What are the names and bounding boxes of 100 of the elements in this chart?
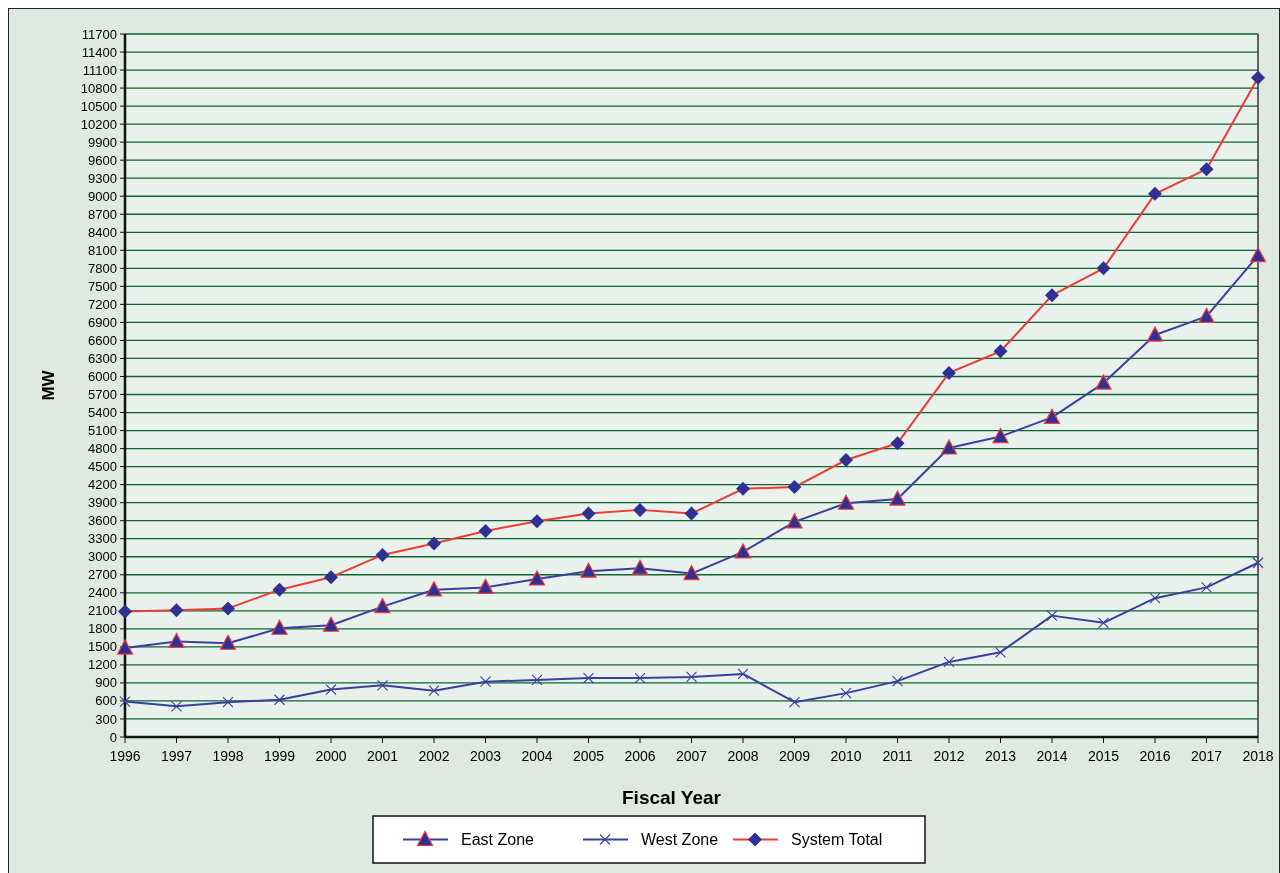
point: [528, 570, 546, 586]
y-tick-label: 8400: [88, 224, 117, 240]
point: [1043, 408, 1061, 424]
point: [992, 427, 1009, 444]
point: [273, 694, 286, 706]
y-tick-label: 10500: [80, 98, 117, 114]
x-tick-label: 2006: [624, 748, 656, 764]
y-tick-label: 7800: [88, 260, 117, 276]
x-tick-label: 2003: [469, 748, 502, 764]
point: [425, 581, 443, 597]
x-tick-label: 2007: [675, 748, 708, 764]
y-tick-label: 6600: [88, 332, 117, 348]
y-tick-label: 6000: [88, 369, 117, 385]
y-tick-label: 8100: [88, 242, 117, 258]
point: [737, 668, 749, 680]
point: [271, 619, 288, 635]
legend-label: System Total: [791, 831, 883, 849]
x-tick-label: 2011: [882, 748, 913, 764]
x-tick-label: 1997: [160, 748, 193, 764]
point: [1252, 557, 1264, 569]
point: [943, 656, 955, 668]
y-tick-label: 2400: [88, 585, 117, 601]
y-tick-label: 3000: [88, 549, 117, 565]
point: [994, 646, 1007, 658]
y-tick-label: 0: [109, 729, 117, 745]
y-tick-label: 11100: [82, 62, 117, 78]
y-tick-label: 4800: [88, 441, 117, 457]
x-axis-title: Fiscal Year: [622, 787, 722, 808]
point: [788, 696, 801, 708]
y-tick-label: 10800: [80, 80, 117, 96]
x-tick-label: 1999: [263, 748, 296, 764]
point: [219, 634, 237, 650]
point: [168, 632, 185, 649]
x-tick-label: 2013: [984, 748, 1017, 764]
x-tick-label: 2017: [1190, 748, 1223, 764]
y-tick-label: 300: [95, 711, 117, 727]
y-tick-label: 3900: [88, 495, 117, 511]
y-tick-label: 1500: [88, 639, 117, 655]
y-tick-label: 6900: [88, 314, 117, 330]
y-tick-label: 7500: [88, 278, 117, 294]
point: [837, 494, 855, 510]
y-tick-label: 5400: [88, 405, 117, 421]
y-tick-label: 6300: [88, 351, 117, 367]
x-tick-label: 1998: [212, 748, 244, 764]
y-tick-label: 9600: [88, 152, 117, 168]
y-tick-label: 5100: [88, 423, 117, 439]
point: [1046, 610, 1058, 622]
point: [634, 672, 646, 684]
point: [376, 679, 389, 691]
y-tick-label: 2700: [88, 567, 117, 583]
point: [685, 671, 698, 683]
y-tick-label: 600: [95, 693, 117, 709]
y-tick-label: 2100: [88, 603, 117, 619]
y-tick-label: 1800: [88, 621, 117, 637]
point: [1097, 617, 1110, 629]
point: [580, 562, 597, 578]
y-axis-title: MW: [39, 369, 58, 401]
x-tick-label: 2001: [366, 748, 399, 764]
x-tick-label: 2014: [1036, 748, 1068, 764]
legend-label: West Zone: [641, 831, 719, 849]
point: [477, 578, 494, 594]
point: [786, 513, 803, 529]
point: [940, 439, 958, 455]
point: [1198, 307, 1215, 323]
x-tick-label: 1996: [109, 748, 141, 764]
x-tick-label: 2004: [521, 748, 553, 764]
y-tick-label: 9000: [88, 188, 117, 204]
point: [531, 674, 543, 686]
y-tick-label: 900: [95, 675, 117, 691]
point: [891, 675, 904, 687]
y-tick-label: 4500: [88, 459, 117, 475]
y-tick-label: 1200: [88, 657, 117, 673]
point: [170, 700, 183, 712]
x-tick-label: 2016: [1139, 748, 1171, 764]
point: [1149, 592, 1161, 604]
y-tick-label: 4200: [88, 477, 117, 493]
point: [428, 685, 440, 697]
x-tick-label: 2018: [1242, 748, 1274, 764]
point: [683, 564, 700, 581]
y-tick-label: 3600: [88, 513, 117, 529]
point: [322, 616, 340, 632]
point: [889, 490, 906, 506]
point: [116, 639, 134, 655]
x-tick-label: 2002: [418, 748, 450, 764]
legend-label: East Zone: [461, 831, 535, 849]
y-tick-label: 5700: [88, 387, 117, 403]
point: [325, 683, 337, 696]
y-tick-label: 10200: [80, 116, 117, 132]
x-tick-label: 2000: [315, 748, 347, 764]
point: [479, 676, 492, 688]
x-tick-label: 2008: [727, 748, 759, 764]
point: [582, 672, 595, 684]
y-tick-label: 7200: [88, 296, 117, 312]
x-tick-label: 2005: [572, 748, 605, 764]
y-tick-label: 3300: [88, 531, 117, 547]
y-tick-label: 9300: [88, 170, 117, 186]
point: [631, 559, 649, 575]
x-tick-label: 2009: [778, 748, 811, 764]
x-tick-label: 2010: [830, 748, 862, 764]
point: [222, 696, 234, 708]
